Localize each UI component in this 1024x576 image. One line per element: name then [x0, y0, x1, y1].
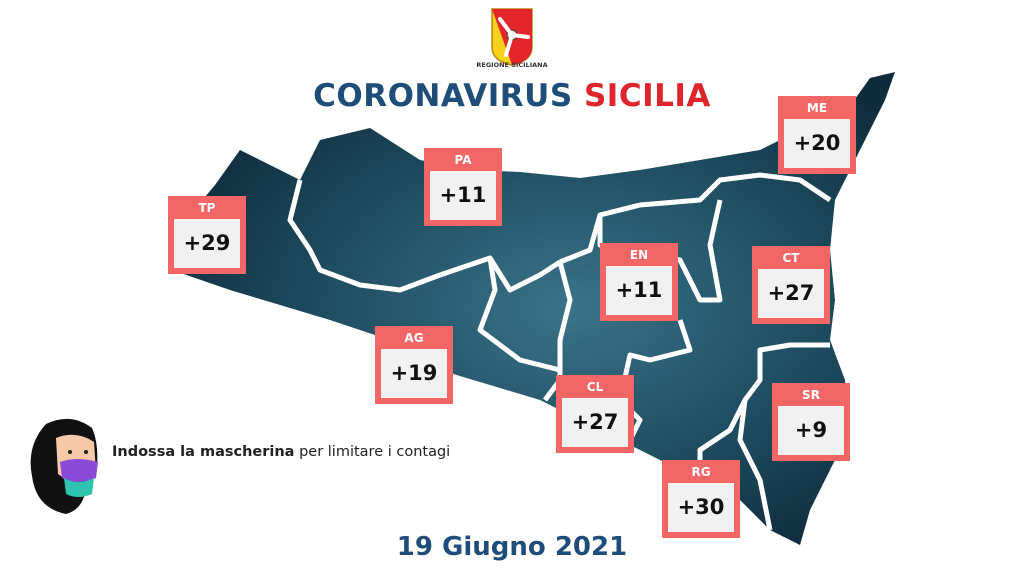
province-box-rg: RG +30 [662, 460, 740, 538]
province-code: SR [802, 388, 820, 402]
province-value: +11 [606, 266, 672, 315]
province-value: +11 [430, 171, 496, 220]
province-value: +19 [381, 349, 447, 398]
province-code: CT [782, 251, 800, 265]
province-value: +27 [562, 398, 628, 447]
date-label: 19 Giugno 2021 [396, 532, 628, 562]
woman-mask-illustration [30, 418, 98, 514]
province-box-ct: CT +27 [752, 246, 830, 324]
message-rest: per limitare i contagi [299, 444, 451, 460]
title-sicilia: SICILIA [583, 78, 711, 114]
province-box-tp: TP +29 [168, 196, 246, 274]
province-box-sr: SR +9 [772, 383, 850, 461]
province-code: CL [586, 380, 604, 394]
province-box-pa: PA +11 [424, 148, 502, 226]
message-bold: Indossa la mascherina [112, 444, 295, 460]
trinacria-logo [491, 8, 533, 66]
province-box-ag: AG +19 [375, 326, 453, 404]
province-code: ME [806, 101, 828, 115]
mask-message: Indossa la mascherina per limitare i con… [112, 443, 450, 462]
province-box-me: ME +20 [778, 96, 856, 174]
province-code: TP [198, 201, 216, 215]
page-title: CORONAVIRUS SICILIA [0, 78, 1024, 114]
province-value: +30 [668, 483, 734, 532]
province-value: +27 [758, 269, 824, 318]
province-code: AG [404, 331, 424, 345]
province-code: RG [691, 465, 711, 479]
province-value: +9 [778, 406, 844, 455]
province-code: EN [629, 248, 649, 262]
province-value: +20 [784, 119, 850, 168]
province-value: +29 [174, 219, 240, 268]
island-shape [172, 72, 895, 545]
title-coronavirus: CORONAVIRUS [313, 78, 573, 114]
province-box-en: EN +11 [600, 243, 678, 321]
logo-text: REGIONE SICILIANA [476, 61, 548, 69]
province-box-cl: CL +27 [556, 375, 634, 453]
province-code: PA [454, 153, 472, 167]
